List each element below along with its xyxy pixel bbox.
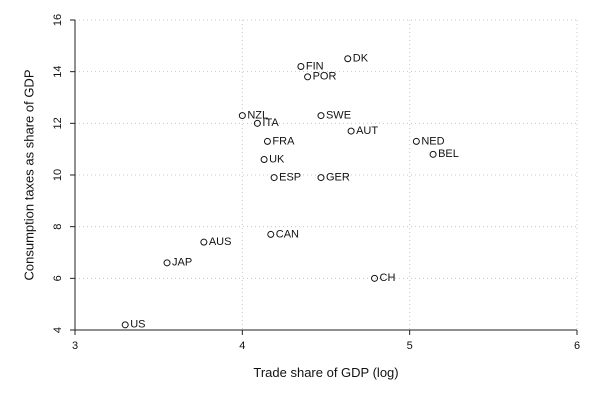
y-axis-title: Consumption taxes as share of GDP — [21, 70, 36, 281]
y-tick-label: 14 — [52, 66, 64, 78]
data-point — [317, 174, 325, 182]
y-tick-label: 4 — [52, 327, 64, 333]
data-point — [317, 112, 325, 120]
data-point-label: SWE — [326, 109, 351, 121]
data-point-label: POR — [313, 71, 337, 83]
data-point-label: BEL — [438, 148, 459, 160]
data-point-label: CH — [380, 272, 396, 284]
data-point — [163, 259, 171, 267]
data-point — [253, 119, 261, 127]
data-point-label: AUT — [356, 125, 378, 137]
data-point-label: UK — [269, 153, 285, 165]
data-point — [412, 137, 420, 145]
y-tick-label: 12 — [52, 117, 64, 129]
data-point — [344, 55, 352, 63]
data-point-label: NZL — [247, 109, 268, 121]
data-point — [267, 230, 275, 238]
data-point — [263, 137, 271, 145]
data-point — [200, 238, 208, 246]
x-tick-label: 5 — [407, 340, 413, 352]
data-point-label: JAP — [172, 257, 192, 269]
tick-labels: 3 4 5 6 4 6 8 10 12 14 16 — [52, 14, 580, 352]
data-point — [260, 156, 268, 163]
data-point — [270, 174, 278, 182]
data-point-label: NED — [421, 135, 444, 147]
data-point-label: AUS — [209, 236, 232, 248]
data-point — [297, 63, 305, 70]
data-point — [347, 127, 355, 135]
data-point — [238, 112, 246, 120]
data-point-label: ESP — [279, 171, 301, 183]
data-point-label: US — [130, 319, 145, 331]
data-point-label: ITA — [262, 117, 279, 129]
y-tick-label: 8 — [52, 224, 64, 230]
data-point-label: GER — [326, 171, 350, 183]
data-point — [429, 150, 437, 158]
data-point — [371, 274, 379, 282]
x-tick-label: 4 — [239, 340, 245, 352]
data-point-label: DK — [353, 53, 369, 65]
data-point — [304, 73, 312, 81]
axes — [70, 19, 578, 335]
y-tick-label: 6 — [52, 275, 64, 281]
y-tick-label: 10 — [52, 169, 64, 181]
y-tick-label: 16 — [52, 14, 64, 26]
x-tick-label: 3 — [72, 340, 78, 352]
data-point — [121, 321, 129, 329]
x-axis-title: Trade share of GDP (log) — [253, 365, 398, 380]
data-point-label: FIN — [306, 60, 324, 72]
data-point-label: FRA — [272, 135, 295, 147]
x-tick-label: 6 — [574, 340, 580, 352]
data-point-label: CAN — [276, 228, 299, 240]
